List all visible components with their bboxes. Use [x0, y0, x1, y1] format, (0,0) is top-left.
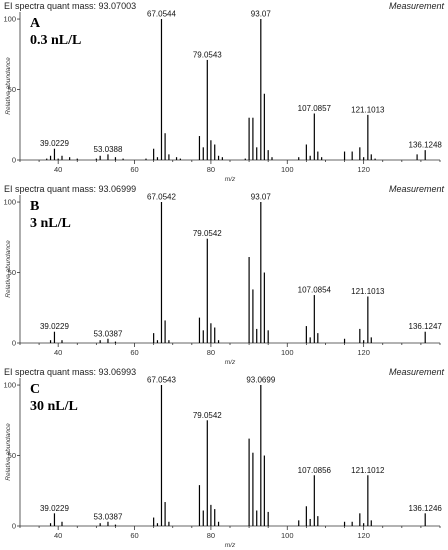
- spectrum-panel-a: EI spectra quant mass: 93.07003 Measureme…: [0, 0, 448, 183]
- quant-mass-header: EI spectra quant mass: 93.07003: [4, 1, 136, 11]
- peak-label: 136.1246: [409, 504, 443, 513]
- x-tick-label: 40: [54, 165, 62, 174]
- y-tick-label: 100: [3, 198, 16, 207]
- peak-label: 67.0544: [147, 10, 176, 19]
- peak-label: 79.0542: [193, 229, 222, 238]
- y-axis-title: Relative abundance: [5, 240, 12, 298]
- quant-mass-header: EI spectra quant mass: 93.06999: [4, 184, 136, 194]
- y-axis-title: Relative abundance: [5, 423, 12, 481]
- x-tick-label: 120: [357, 165, 370, 174]
- concentration-label: 3 nL/L: [30, 216, 71, 231]
- peak-label: 107.0854: [298, 286, 332, 295]
- y-tick-label: 50: [8, 268, 16, 277]
- peak-label: 136.1248: [409, 141, 443, 150]
- peak-label: 93.07: [251, 193, 272, 202]
- measurement-label: Measurement: [389, 1, 445, 11]
- concentration-label: 0.3 nL/L: [30, 33, 81, 48]
- x-tick-label: 60: [130, 531, 138, 540]
- peak-label: 67.0542: [147, 193, 176, 202]
- spectrum-chart-a: EI spectra quant mass: 93.07003 Measureme…: [3, 1, 445, 183]
- peak-label: 107.0856: [298, 466, 332, 475]
- x-axis-title: m/z: [225, 542, 236, 549]
- x-tick-label: 40: [54, 348, 62, 357]
- peak-label: 93.0699: [246, 376, 275, 385]
- peak-label: 39.0229: [40, 322, 69, 331]
- y-tick-label: 0: [12, 339, 16, 348]
- spectrum-chart-c: EI spectra quant mass: 93.06993 Measureme…: [3, 367, 445, 549]
- x-tick-label: 100: [281, 531, 294, 540]
- peak-label: 121.1012: [351, 466, 385, 475]
- x-tick-label: 120: [357, 348, 370, 357]
- peak-label: 121.1013: [351, 105, 385, 114]
- spectrum-chart-b: EI spectra quant mass: 93.06999 Measureme…: [3, 184, 445, 366]
- y-tick-label: 50: [8, 85, 16, 94]
- peak-label: 121.1013: [351, 287, 385, 296]
- peak-label: 53.0387: [94, 512, 123, 521]
- panel-letter-b: B: [30, 199, 39, 214]
- x-tick-label: 100: [281, 165, 294, 174]
- peak-label: 53.0388: [94, 145, 123, 154]
- peak-label: 136.1247: [409, 322, 443, 331]
- x-tick-label: 80: [207, 165, 215, 174]
- peak-label: 93.07: [251, 10, 272, 19]
- y-axis-title: Relative abundance: [5, 57, 12, 115]
- y-tick-label: 100: [3, 15, 16, 24]
- peak-label: 79.0543: [193, 50, 222, 59]
- x-axis-title: m/z: [225, 176, 236, 183]
- peak-label: 39.0229: [40, 139, 69, 148]
- x-tick-label: 80: [207, 348, 215, 357]
- peak-label: 79.0542: [193, 411, 222, 420]
- concentration-label: 30 nL/L: [30, 399, 78, 414]
- y-tick-label: 0: [12, 522, 16, 531]
- x-tick-label: 120: [357, 531, 370, 540]
- spectrum-panel-c: EI spectra quant mass: 93.06993 Measureme…: [0, 366, 448, 549]
- x-tick-label: 40: [54, 531, 62, 540]
- panel-letter-c: C: [30, 382, 40, 397]
- peak-label: 53.0387: [94, 329, 123, 338]
- y-tick-label: 100: [3, 381, 16, 390]
- y-tick-label: 50: [8, 451, 16, 460]
- spectrum-panel-b: EI spectra quant mass: 93.06999 Measureme…: [0, 183, 448, 366]
- quant-mass-header: EI spectra quant mass: 93.06993: [4, 367, 136, 377]
- measurement-label: Measurement: [389, 184, 445, 194]
- panel-letter-a: A: [30, 16, 41, 31]
- x-tick-label: 60: [130, 348, 138, 357]
- peak-label: 107.0857: [298, 104, 332, 113]
- x-tick-label: 100: [281, 348, 294, 357]
- peak-label: 67.0543: [147, 376, 176, 385]
- x-tick-label: 60: [130, 165, 138, 174]
- x-axis-title: m/z: [225, 359, 236, 366]
- peak-label: 39.0229: [40, 504, 69, 513]
- x-tick-label: 80: [207, 531, 215, 540]
- measurement-label: Measurement: [389, 367, 445, 377]
- y-tick-label: 0: [12, 156, 16, 165]
